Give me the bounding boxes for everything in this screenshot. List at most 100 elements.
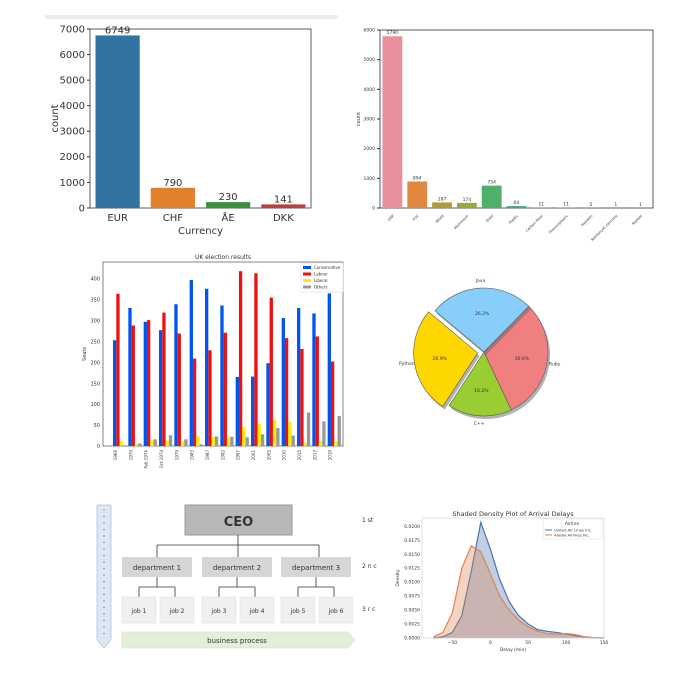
- y-tick-label: 5000: [364, 57, 376, 63]
- level-label: 3 r c: [362, 606, 375, 613]
- x-tick-label: 1992: [220, 450, 225, 461]
- bar-liberal: [180, 441, 185, 446]
- job-box: [201, 596, 237, 624]
- bar-others: [230, 436, 234, 446]
- bar-value-label: 1: [614, 202, 617, 208]
- x-tick-label: Wood: [435, 214, 445, 224]
- job-box: [280, 596, 316, 624]
- bar-value-label: 11: [538, 202, 544, 208]
- arrow-text-dot: [103, 600, 105, 602]
- ceo-box: [184, 504, 293, 536]
- density-line: [433, 545, 605, 639]
- plot-frame: [421, 517, 605, 639]
- y-tick-label: 300: [90, 319, 100, 325]
- bar-liberal: [242, 426, 246, 446]
- pie-percent-label: 26.2%: [475, 311, 490, 317]
- bar-others: [199, 444, 203, 446]
- bar-liberal: [257, 424, 261, 446]
- bar-others: [184, 439, 188, 446]
- y-tick-label: 350: [90, 298, 100, 304]
- bar-conservative: [205, 288, 209, 446]
- y-tick-label: 0: [97, 444, 100, 450]
- bar-value-label: 5: [590, 202, 593, 208]
- x-tick-label: 1983: [190, 450, 195, 461]
- department-box: [122, 557, 192, 577]
- pie-category-label: Ruby: [549, 361, 561, 367]
- y-tick-label: 150: [90, 381, 100, 387]
- y-tick-label: 0: [79, 203, 85, 214]
- bar-others: [337, 415, 341, 446]
- x-tick-label: 2017: [312, 450, 317, 461]
- x-tick-label: 2015: [297, 450, 302, 461]
- y-axis-label: count: [50, 104, 61, 132]
- arrow-text-dot: [103, 619, 105, 622]
- x-tick-label: 50: [525, 640, 531, 646]
- bar-value-label: 894: [413, 175, 422, 181]
- bar: [150, 187, 195, 208]
- x-tick-label: 0: [489, 640, 492, 646]
- bar-others: [260, 434, 265, 446]
- legend-label: Conservative: [314, 265, 341, 270]
- y-tick-label: 6000: [364, 28, 376, 34]
- pie-wedge-ruby: [483, 305, 549, 411]
- y-tick-label: 0.0050: [404, 608, 420, 614]
- bar-conservative: [266, 363, 270, 446]
- density-fill: [433, 545, 604, 638]
- bar-others: [122, 445, 127, 446]
- job-label: job 5: [290, 608, 306, 615]
- bar-labour: [269, 297, 273, 446]
- x-tick-label: 2005: [266, 450, 271, 461]
- y-tick-label: 0: [372, 206, 375, 212]
- bar-labour: [284, 338, 289, 446]
- bar-liberal: [165, 440, 169, 446]
- bar-conservative: [113, 340, 117, 446]
- bar-value-label: 141: [274, 194, 293, 205]
- business-process-arrow: [121, 631, 356, 649]
- y-axis-label: count: [356, 112, 362, 126]
- y-tick-label: 0.0025: [404, 622, 420, 628]
- bar: [432, 202, 452, 208]
- y-tick-label: 1000: [60, 178, 85, 189]
- level-label: 1 st: [362, 517, 374, 524]
- org-chart: CEO department 1 job 1 job 2 department 2 job…: [96, 504, 377, 649]
- bar-liberal: [318, 440, 323, 446]
- bar-others: [291, 435, 295, 446]
- density-fill: [433, 522, 604, 638]
- arrow-text-dot: [103, 509, 105, 511]
- x-tick-label: EUR: [107, 213, 128, 224]
- y-tick-label: 1000: [364, 176, 376, 182]
- bar-value-label: 6749: [105, 25, 130, 36]
- bar-others: [276, 428, 280, 446]
- x-tick-label: 2010: [282, 450, 287, 461]
- y-tick-label: 0.0075: [404, 594, 420, 600]
- bar-conservative: [327, 293, 331, 446]
- bar-liberal: [288, 422, 292, 446]
- pie-wedge-java: [434, 287, 530, 353]
- connector-lines: [156, 535, 320, 557]
- bar-labour: [238, 271, 243, 446]
- connector-lines: [138, 577, 176, 597]
- x-tick-label: 1979: [174, 450, 179, 461]
- x-tick-label: 1970: [128, 450, 133, 461]
- arrow-text-dot: [103, 574, 105, 576]
- y-tick-label: 100: [90, 402, 100, 408]
- y-tick-label: 0.0125: [404, 566, 420, 572]
- bar-labour: [146, 320, 151, 446]
- x-tick-label: ÅE: [222, 211, 235, 224]
- bar-labour: [177, 333, 181, 446]
- job-box: [159, 596, 195, 624]
- x-tick-label: 2001: [251, 450, 256, 461]
- y-tick-label: 3000: [364, 117, 376, 123]
- bar-labour: [254, 273, 258, 446]
- chart-title: UK election results: [195, 254, 251, 261]
- bar-liberal: [334, 441, 338, 446]
- legend-swatch: [303, 272, 311, 276]
- ceo-label: CEO: [224, 515, 253, 530]
- currency-bar-chart: 0 1000 2000 3000 4000 5000 6000 7000 6749 EUR 790 C…: [50, 24, 312, 237]
- y-tick-label: 2000: [364, 146, 376, 152]
- language-pie-chart: 26.9% Python 16.2% C++ 30.6% Ruby 26.2% Java: [399, 278, 561, 427]
- y-tick-label: 200: [90, 360, 100, 366]
- x-axis-label: Delay (min): [500, 647, 527, 653]
- x-tick-label: Reinforced concrete: [590, 213, 619, 242]
- bar: [95, 35, 140, 209]
